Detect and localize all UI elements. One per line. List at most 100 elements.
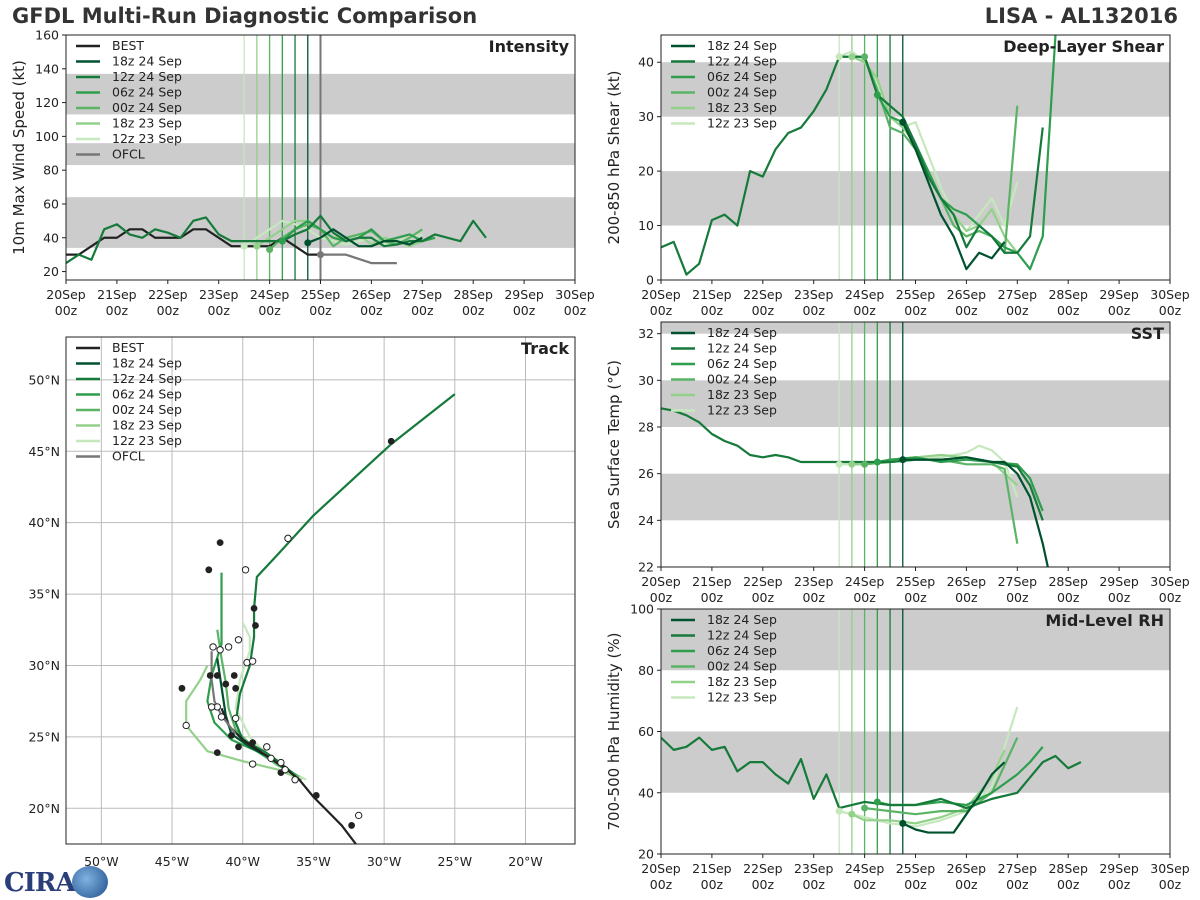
sst-band <box>661 473 1170 521</box>
rh-x-tick-label: 25Sep <box>896 861 936 876</box>
rh-x-tick-label: 29Sep <box>1099 861 1139 876</box>
intensity-init-marker <box>266 246 274 254</box>
sst-x-tick-label: 00z <box>1006 590 1029 605</box>
sst-y-tick-label: 28 <box>638 420 654 435</box>
sst-legend-label: 00z 24 Sep <box>707 372 777 387</box>
intensity-x-tick-label: 00z <box>564 303 587 318</box>
rh-y-label: 700-500 hPa Humidity (%) <box>605 632 623 830</box>
intensity-legend-label: 06z 24 Sep <box>112 85 182 100</box>
shear-x-tick-label: 00z <box>650 303 673 318</box>
shear-x-tick-label: 24Sep <box>845 287 885 302</box>
track-point-filled <box>232 684 240 692</box>
shear-y-tick-label: 10 <box>638 218 654 233</box>
intensity-x-tick-label: 00z <box>106 303 129 318</box>
sst-x-tick-label: 30Sep <box>1150 574 1190 589</box>
track-legend-label: BEST <box>112 340 144 355</box>
rh-legend-label: 12z 23 Sep <box>707 690 777 705</box>
shear-legend-label: 12z 23 Sep <box>707 116 777 131</box>
intensity-y-tick-label: 140 <box>35 61 59 76</box>
rh-title: Mid-Level RH <box>1045 611 1164 630</box>
sst-x-tick-label: 00z <box>1057 590 1080 605</box>
intensity-y-tick-label: 60 <box>43 196 59 211</box>
shear-init-marker <box>835 53 843 61</box>
track-point-filled <box>206 672 214 679</box>
shear-x-tick-label: 00z <box>701 303 724 318</box>
track-legend-label: 18z 23 Sep <box>112 418 182 433</box>
rh-series-line <box>902 761 1006 834</box>
track-y-tick-label: 20°N <box>28 801 60 816</box>
sst-y-label: Sea Surface Temp (°C) <box>605 360 623 529</box>
shear-x-tick-label: 00z <box>752 303 775 318</box>
track-legend-label: 06z 24 Sep <box>112 387 182 402</box>
sst-y-tick-label: 24 <box>638 513 654 528</box>
shear-y-label: 200-850 hPa Shear (kt) <box>605 71 623 245</box>
intensity-legend-label: 12z 24 Sep <box>112 69 182 84</box>
intensity-init-marker <box>253 242 261 250</box>
shear-x-tick-label: 28Sep <box>1048 287 1088 302</box>
sst-y-tick-label: 26 <box>638 466 654 481</box>
intensity-x-tick-label: 00z <box>462 303 485 318</box>
shear-legend-label: 18z 23 Sep <box>707 100 777 115</box>
rh-init-marker <box>848 810 856 818</box>
sst-x-tick-label: 00z <box>904 590 927 605</box>
track-point-open <box>207 703 216 711</box>
rh-x-tick-label: 28Sep <box>1048 861 1088 876</box>
track-point-filled <box>252 622 259 629</box>
sst-x-tick-label: 00z <box>1159 590 1182 605</box>
shear-init-marker <box>848 53 856 61</box>
rh-init-marker <box>835 807 843 815</box>
intensity-y-tick-label: 120 <box>35 95 59 110</box>
shear-band <box>661 62 1170 117</box>
rh-x-tick-label: 30Sep <box>1150 861 1190 876</box>
track-series-line <box>234 393 456 774</box>
shear-x-tick-label: 00z <box>1159 303 1182 318</box>
intensity-x-tick-label: 25Sep <box>301 287 341 302</box>
shear-series-line <box>901 121 1006 271</box>
rh-x-tick-label: 00z <box>1006 877 1029 892</box>
track-point-filled <box>387 437 395 445</box>
track-point-open <box>281 766 289 774</box>
rh-x-tick-label: 24Sep <box>845 861 885 876</box>
sst-legend-label: 18z 24 Sep <box>707 325 777 340</box>
intensity-y-tick-label: 40 <box>43 230 59 245</box>
rh-x-tick-label: 20Sep <box>641 861 681 876</box>
cira-logo: CIRA <box>4 866 114 900</box>
intensity-title: Intensity <box>489 37 570 56</box>
intensity-x-tick-label: 22Sep <box>148 287 188 302</box>
sst-legend-label: 06z 24 Sep <box>707 356 777 371</box>
track-y-tick-label: 50°N <box>28 372 60 387</box>
track-x-tick-label: 20°W <box>508 854 543 869</box>
page-title: GFDL Multi-Run Diagnostic Comparison <box>12 4 478 28</box>
storm-title: LISA - AL132016 <box>984 4 1178 28</box>
rh-x-tick-label: 00z <box>1159 877 1182 892</box>
rh-legend-label: 06z 24 Sep <box>707 643 777 658</box>
shear-y-tick-label: 30 <box>638 109 654 124</box>
intensity-x-tick-label: 00z <box>360 303 383 318</box>
intensity-legend-label: OFCL <box>112 147 145 162</box>
sst-x-tick-label: 28Sep <box>1048 574 1088 589</box>
shear-x-tick-label: 00z <box>1006 303 1029 318</box>
rh-x-tick-label: 00z <box>853 877 876 892</box>
shear-x-tick-label: 30Sep <box>1150 287 1190 302</box>
sst-x-tick-label: 24Sep <box>845 574 885 589</box>
shear-x-tick-label: 27Sep <box>998 287 1038 302</box>
rh-legend-label: 12z 24 Sep <box>707 628 777 643</box>
shear-y-tick-label: 0 <box>646 273 654 288</box>
track-series-line <box>216 658 286 770</box>
sst-y-tick-label: 32 <box>638 326 654 341</box>
intensity-series-marker <box>317 251 324 259</box>
rh-x-tick-label: 00z <box>650 877 673 892</box>
sst-series-line <box>877 456 1044 512</box>
track-legend-label: 00z 24 Sep <box>112 402 182 417</box>
shear-x-tick-label: 00z <box>955 303 978 318</box>
shear-band <box>661 171 1170 226</box>
rh-x-tick-label: 00z <box>701 877 724 892</box>
logo-text: CIRA <box>4 868 76 898</box>
sst-x-tick-label: 26Sep <box>947 574 987 589</box>
shear-x-tick-label: 22Sep <box>743 287 783 302</box>
track-y-tick-label: 45°N <box>28 444 60 459</box>
sst-x-tick-label: 22Sep <box>743 574 783 589</box>
sst-init-marker <box>873 458 881 466</box>
sst-x-tick-label: 00z <box>955 590 978 605</box>
track-x-tick-label: 25°W <box>438 854 473 869</box>
